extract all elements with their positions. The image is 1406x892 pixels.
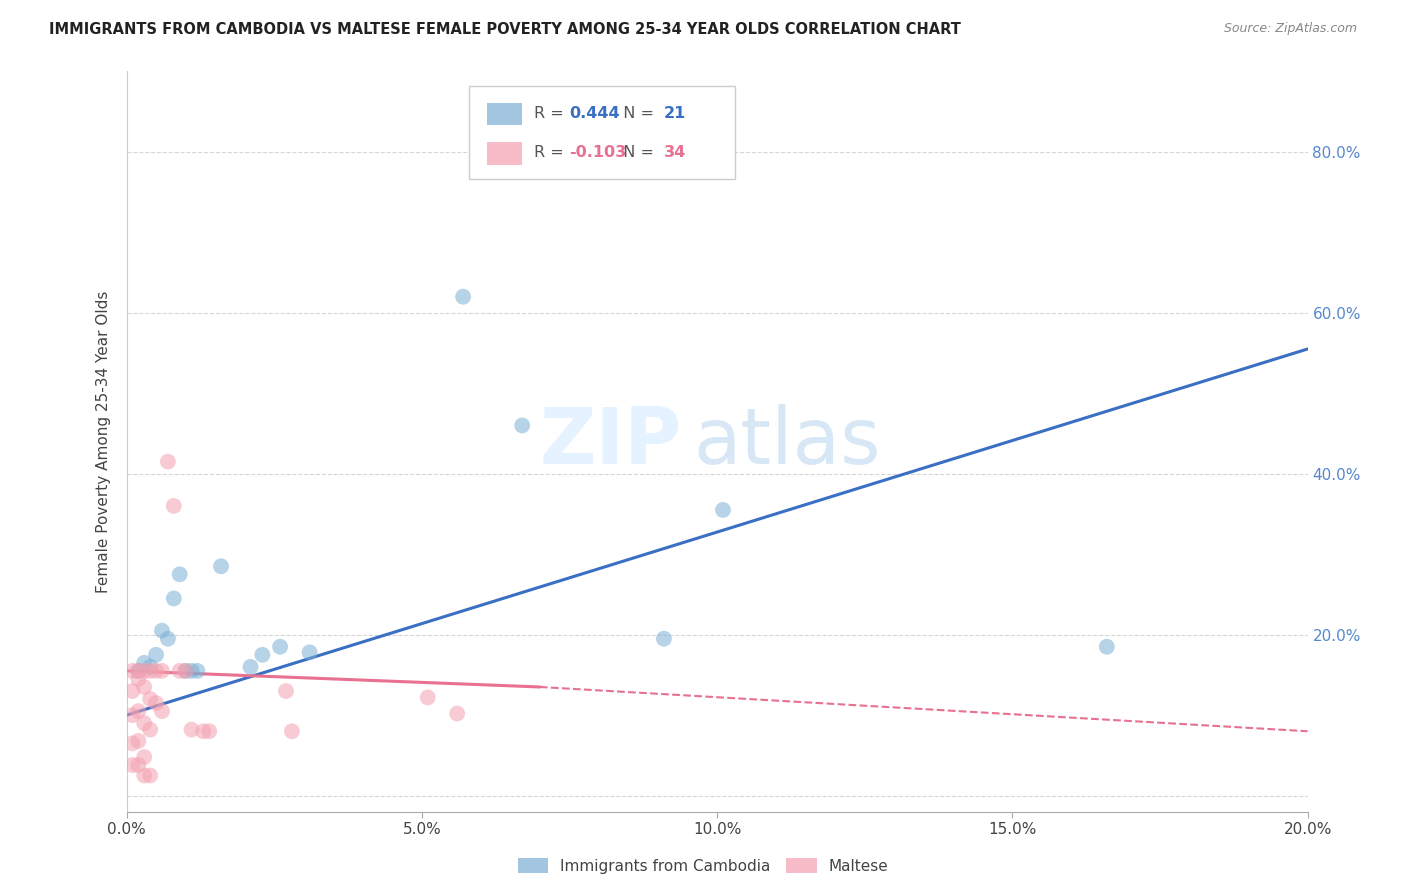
Point xyxy=(281,724,304,739)
Point xyxy=(150,624,173,638)
Point xyxy=(652,632,675,646)
Point xyxy=(186,664,208,678)
Point xyxy=(127,704,149,718)
Point xyxy=(163,591,186,606)
Point xyxy=(180,664,202,678)
Text: Source: ZipAtlas.com: Source: ZipAtlas.com xyxy=(1223,22,1357,36)
Point xyxy=(169,664,191,678)
Point xyxy=(134,664,156,678)
Point xyxy=(510,418,533,433)
Bar xyxy=(486,103,522,126)
Point xyxy=(139,664,162,678)
Text: N =: N = xyxy=(613,145,659,161)
Point xyxy=(121,736,143,750)
Point xyxy=(145,696,167,710)
Y-axis label: Female Poverty Among 25-34 Year Olds: Female Poverty Among 25-34 Year Olds xyxy=(96,291,111,592)
Point xyxy=(298,645,321,659)
Text: N =: N = xyxy=(613,106,659,121)
Point xyxy=(139,660,162,674)
Point xyxy=(134,716,156,731)
Point xyxy=(150,664,173,678)
Point xyxy=(121,684,143,698)
Point xyxy=(134,680,156,694)
Point xyxy=(150,704,173,718)
Text: IMMIGRANTS FROM CAMBODIA VS MALTESE FEMALE POVERTY AMONG 25-34 YEAR OLDS CORRELA: IMMIGRANTS FROM CAMBODIA VS MALTESE FEMA… xyxy=(49,22,962,37)
Point xyxy=(209,559,232,574)
Point xyxy=(180,723,202,737)
Point xyxy=(269,640,291,654)
Point xyxy=(239,660,262,674)
Bar xyxy=(486,143,522,165)
Point xyxy=(1095,640,1118,654)
Text: R =: R = xyxy=(534,145,569,161)
Point xyxy=(174,664,197,678)
Point xyxy=(145,648,167,662)
Point xyxy=(127,734,149,748)
Point xyxy=(139,692,162,706)
Text: 0.444: 0.444 xyxy=(569,106,620,121)
Point xyxy=(139,723,162,737)
Point xyxy=(127,664,149,678)
Point xyxy=(156,455,179,469)
Point xyxy=(145,664,167,678)
Point xyxy=(156,632,179,646)
Point xyxy=(274,684,297,698)
Point xyxy=(127,664,149,678)
Point xyxy=(134,656,156,670)
Point xyxy=(451,290,474,304)
Point xyxy=(163,499,186,513)
Text: atlas: atlas xyxy=(693,403,882,480)
Text: ZIP: ZIP xyxy=(540,403,682,480)
FancyBboxPatch shape xyxy=(470,87,735,178)
Point xyxy=(134,750,156,764)
Text: -0.103: -0.103 xyxy=(569,145,627,161)
Text: 34: 34 xyxy=(664,145,686,161)
Point xyxy=(174,664,197,678)
Point xyxy=(193,724,215,739)
Point xyxy=(139,768,162,782)
Point xyxy=(198,724,221,739)
Point xyxy=(134,768,156,782)
Point xyxy=(121,708,143,723)
Text: R =: R = xyxy=(534,106,569,121)
Point xyxy=(446,706,468,721)
Point xyxy=(416,690,439,705)
Point xyxy=(252,648,274,662)
Point xyxy=(711,503,734,517)
Legend: Immigrants from Cambodia, Maltese: Immigrants from Cambodia, Maltese xyxy=(512,852,894,880)
Text: 21: 21 xyxy=(664,106,686,121)
Point xyxy=(121,664,143,678)
Point xyxy=(121,758,143,772)
Point xyxy=(127,672,149,686)
Point xyxy=(169,567,191,582)
Point xyxy=(127,758,149,772)
